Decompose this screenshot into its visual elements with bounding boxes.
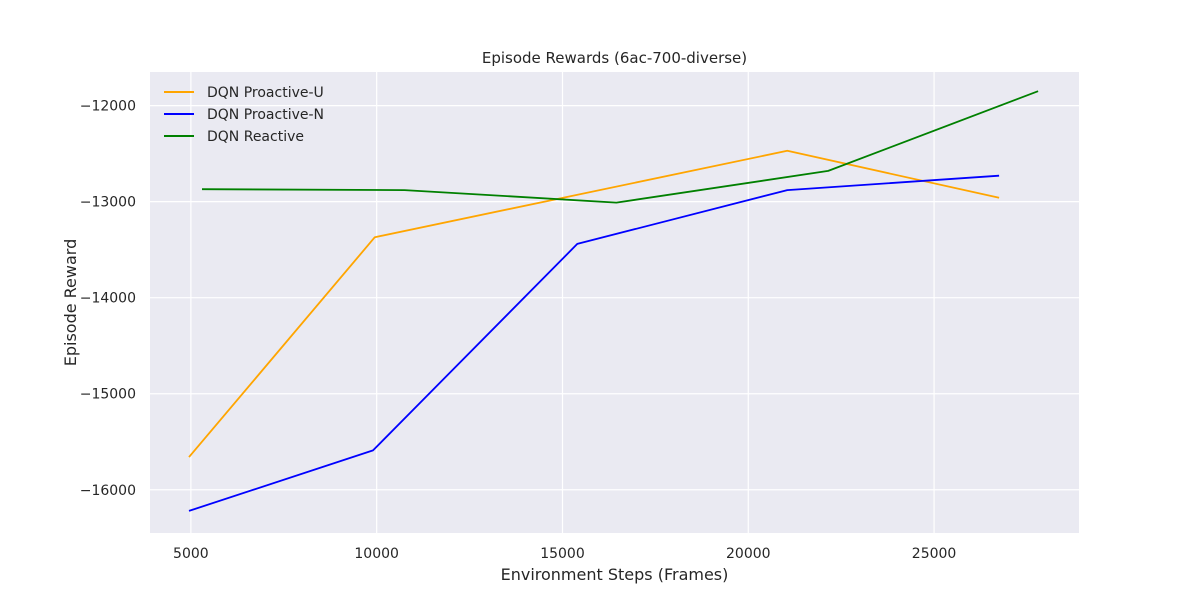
legend-label-dqn-reactive: DQN Reactive [207,129,304,145]
series-line-dqn-reactive [201,90,1039,204]
x-tick-label: 5000 [173,546,209,562]
plot-area [150,72,1079,533]
chart-title: Episode Rewards (6ac-700-diverse) [482,49,747,67]
legend: DQN Proactive-U DQN Proactive-N DQN Reacti… [164,85,324,145]
y-tick-label: −14000 [80,291,136,307]
x-tick-label: 15000 [540,546,585,562]
y-gridlines [150,105,1079,491]
x-tick-label: 10000 [354,546,399,562]
series-lines [188,90,1039,512]
legend-label-dqn-proactive-u: DQN Proactive-U [207,85,324,101]
x-tick-labels: 5000 10000 15000 20000 25000 [173,546,956,562]
y-tick-label: −12000 [80,99,136,115]
y-tick-label: −13000 [80,195,136,211]
y-tick-label: −16000 [80,483,136,499]
legend-label-dqn-proactive-n: DQN Proactive-N [207,107,324,123]
x-tick-label: 25000 [912,546,957,562]
y-tick-label: −15000 [80,387,136,403]
series-line-dqn-proactive-n [188,174,1000,512]
series-line-dqn-proactive-u [188,149,1000,458]
x-axis-label: Environment Steps (Frames) [501,565,729,584]
y-axis-label: Episode Reward [61,239,80,367]
x-tick-label: 20000 [726,546,771,562]
y-tick-labels: −16000 −15000 −14000 −13000 −12000 [80,99,136,499]
